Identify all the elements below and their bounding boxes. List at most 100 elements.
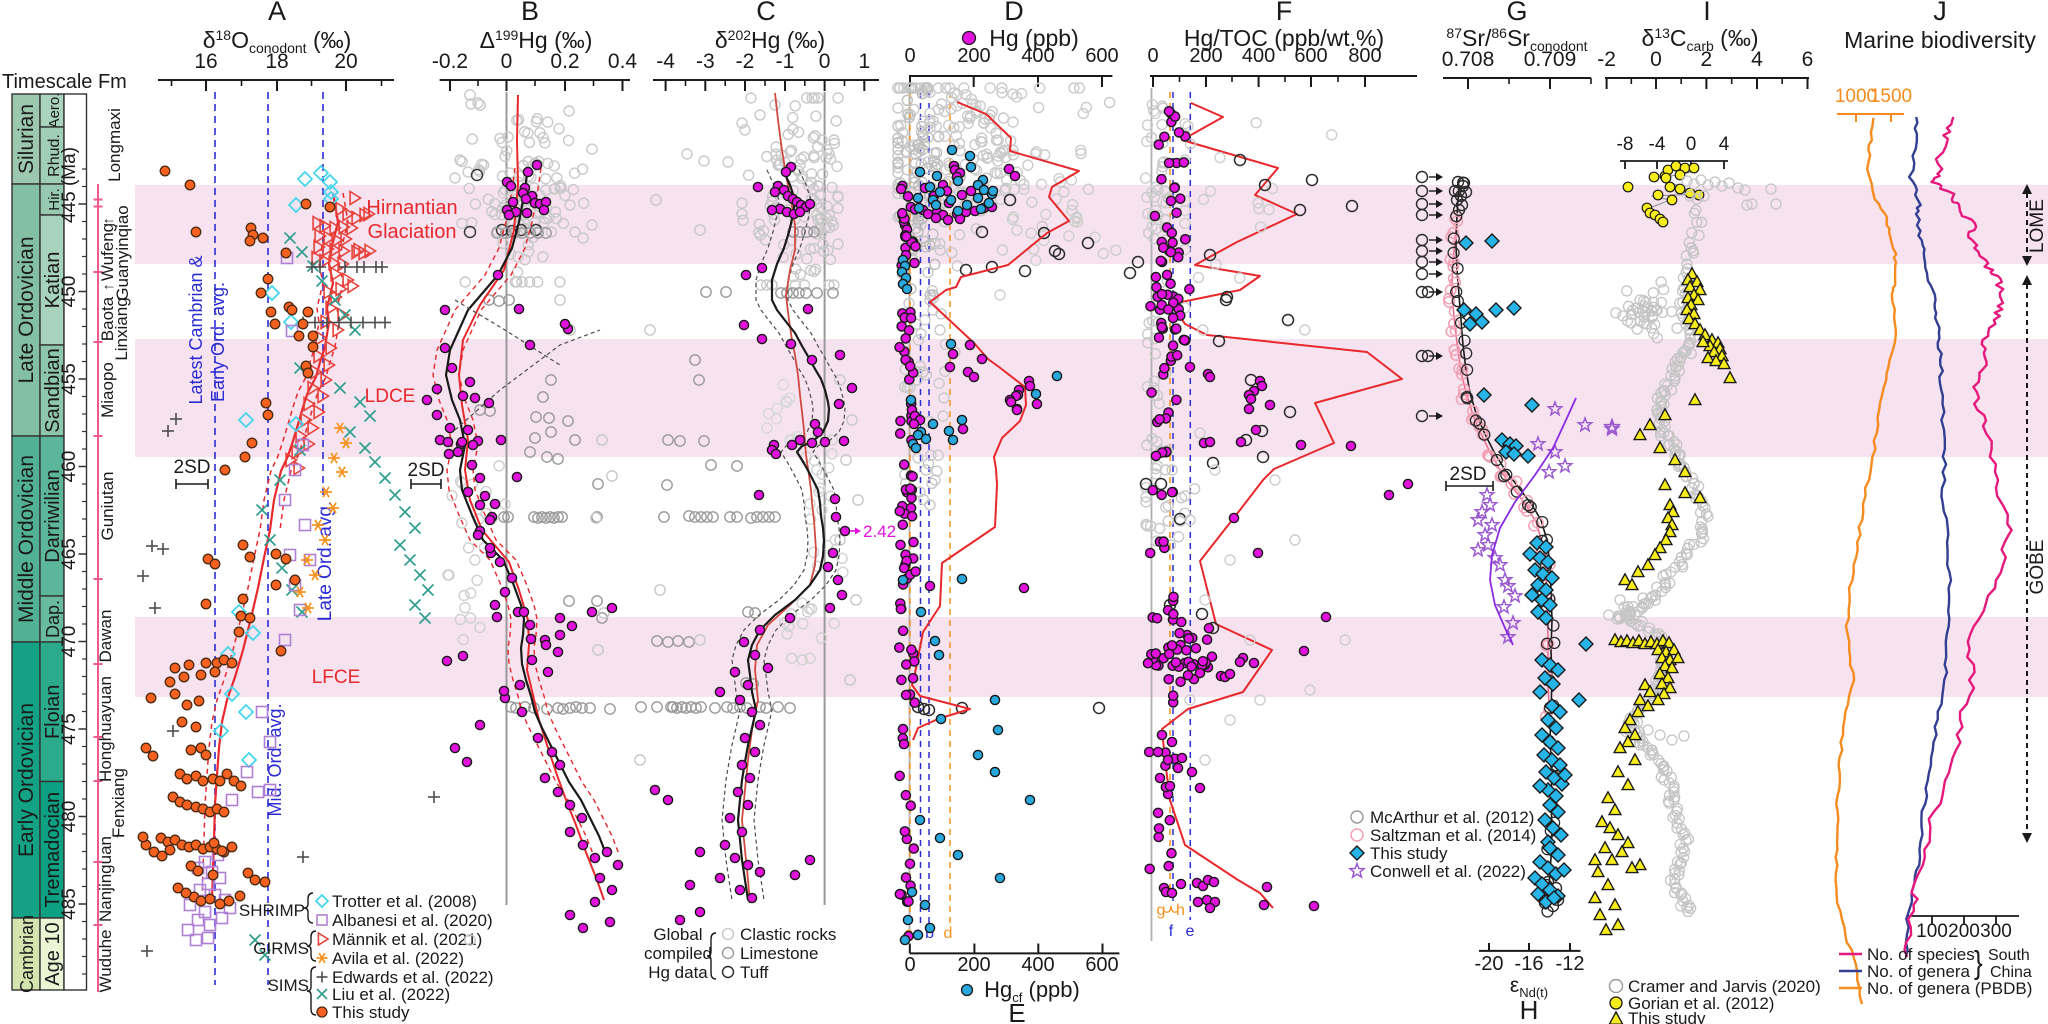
svg-text:J: J <box>1933 0 1947 26</box>
svg-text:1000: 1000 <box>1835 86 1877 107</box>
svg-text:Timescale Fm: Timescale Fm <box>2 71 127 93</box>
svg-text:SIMS: SIMS <box>267 976 309 995</box>
svg-text:-12: -12 <box>1556 953 1585 975</box>
svg-text:200: 200 <box>957 954 990 976</box>
svg-text:No. of species: No. of species <box>1867 945 1975 964</box>
svg-text:0: 0 <box>1147 45 1158 67</box>
svg-text:Männik et al. (2021): Männik et al. (2021) <box>332 930 482 949</box>
svg-text:↑: ↑ <box>100 217 117 225</box>
svg-text:h: h <box>1176 902 1185 919</box>
svg-text:Hg (ppb): Hg (ppb) <box>989 25 1078 51</box>
svg-text:455: 455 <box>59 363 80 395</box>
svg-text:Fenxiang: Fenxiang <box>109 768 128 838</box>
svg-text:Liu et al. (2022): Liu et al. (2022) <box>332 985 450 1004</box>
svg-text:e: e <box>1186 923 1195 940</box>
svg-text:-2: -2 <box>736 50 755 73</box>
svg-text:No. of genera (PBDB): No. of genera (PBDB) <box>1867 979 2032 998</box>
svg-text:20: 20 <box>334 50 357 73</box>
svg-text:465: 465 <box>59 538 80 570</box>
svg-text:b: b <box>925 925 934 942</box>
svg-text:Δ199Hg (‰): Δ199Hg (‰) <box>480 27 593 53</box>
svg-text:0: 0 <box>501 50 513 73</box>
svg-text:This study: This study <box>1628 1009 1706 1024</box>
svg-text:Tremadocian: Tremadocian <box>42 792 64 908</box>
svg-text:No. of genera: No. of genera <box>1867 962 1971 981</box>
svg-text:480: 480 <box>59 801 80 833</box>
svg-text:Floian: Floian <box>42 685 64 739</box>
svg-text:0.4: 0.4 <box>608 50 638 73</box>
svg-text:Nanjinguan: Nanjinguan <box>96 836 115 922</box>
svg-text:SHRIMP: SHRIMP <box>239 901 305 920</box>
svg-text:0: 0 <box>904 45 915 67</box>
svg-text:4: 4 <box>1719 134 1730 155</box>
svg-text:f: f <box>1169 923 1174 940</box>
svg-text:Age 10: Age 10 <box>42 922 64 985</box>
svg-text:I: I <box>1703 0 1711 26</box>
svg-text:Wuduhe: Wuduhe <box>96 929 115 992</box>
svg-text:470: 470 <box>59 626 80 658</box>
svg-text:0.709: 0.709 <box>1524 48 1577 71</box>
svg-text:Conwell et al. (2022): Conwell et al. (2022) <box>1370 862 1526 881</box>
svg-text:Silurian: Silurian <box>15 104 38 174</box>
svg-text:Tuff: Tuff <box>740 963 769 982</box>
svg-text:Early Ordovician: Early Ordovician <box>15 703 38 857</box>
svg-text:g: g <box>1157 902 1166 919</box>
svg-text:Cramer and Jarvis (2020): Cramer and Jarvis (2020) <box>1628 977 1821 996</box>
svg-text:Marine biodiversity: Marine biodiversity <box>1844 27 2036 53</box>
svg-text:D: D <box>1004 0 1024 26</box>
svg-text:Hir.: Hir. <box>46 188 63 211</box>
svg-text:-8: -8 <box>1617 134 1634 155</box>
svg-text:445 (Ma): 445 (Ma) <box>59 147 80 223</box>
svg-text:Hgcf (ppb): Hgcf (ppb) <box>984 977 1080 1005</box>
svg-text:0: 0 <box>819 50 831 73</box>
svg-text:475: 475 <box>59 713 80 745</box>
svg-text:Wufeng: Wufeng <box>98 223 117 281</box>
svg-text:Albanesi et al. (2020): Albanesi et al. (2020) <box>332 911 493 930</box>
svg-text:compiled: compiled <box>644 944 712 963</box>
svg-text:Gorian et al. (2012): Gorian et al. (2012) <box>1628 994 1774 1013</box>
svg-text:400: 400 <box>1021 954 1054 976</box>
svg-text:-20: -20 <box>1475 953 1504 975</box>
svg-text:Rhud.: Rhud. <box>46 134 63 177</box>
svg-text:200: 200 <box>957 45 990 67</box>
svg-text:This study: This study <box>332 1003 410 1022</box>
svg-text:LOME: LOME <box>2027 199 2048 253</box>
svg-text:6: 6 <box>1802 48 1814 71</box>
svg-text:Clastic rocks: Clastic rocks <box>740 925 836 944</box>
svg-text:2SD: 2SD <box>408 460 445 481</box>
svg-text:0: 0 <box>1686 134 1697 155</box>
svg-text:Hg/TOC (ppb/wt.%): Hg/TOC (ppb/wt.%) <box>1184 25 1384 51</box>
svg-text:}: } <box>1974 945 1983 981</box>
svg-text:-4: -4 <box>1649 134 1666 155</box>
svg-text:-2: -2 <box>1597 48 1616 71</box>
svg-text:1: 1 <box>858 50 870 73</box>
svg-text:LFCE: LFCE <box>312 667 361 688</box>
svg-text:China: China <box>1990 964 2032 981</box>
svg-text:2.42: 2.42 <box>863 522 896 541</box>
svg-text:Glaciation: Glaciation <box>368 221 457 243</box>
svg-text:Mid. Ord. avg.: Mid. Ord. avg. <box>265 703 285 816</box>
svg-text:δ202Hg (‰): δ202Hg (‰) <box>715 27 825 53</box>
svg-text:This study: This study <box>1370 844 1448 863</box>
svg-text:600: 600 <box>1085 954 1118 976</box>
svg-text:-1: -1 <box>776 50 795 73</box>
svg-text:Limestone: Limestone <box>740 944 818 963</box>
svg-text:GIRMS: GIRMS <box>253 939 309 958</box>
svg-text:2SD: 2SD <box>1450 464 1487 485</box>
svg-text:87Sr/86Srconodont: 87Sr/86Srconodont <box>1446 25 1587 54</box>
svg-text:2: 2 <box>1701 48 1713 71</box>
svg-text:Trotter et al. (2008): Trotter et al. (2008) <box>332 892 477 911</box>
svg-text:Dap.: Dap. <box>43 600 63 638</box>
svg-text:Early Ord. avg.: Early Ord. avg. <box>208 282 228 402</box>
svg-text:100: 100 <box>1916 921 1948 942</box>
svg-text:Late Ord. avg.: Late Ord. avg. <box>315 501 336 621</box>
svg-text:600: 600 <box>1294 45 1327 67</box>
svg-text:Avila et al. (2022): Avila et al. (2022) <box>332 949 464 968</box>
svg-text:600: 600 <box>1085 45 1118 67</box>
svg-text:400: 400 <box>1242 45 1275 67</box>
svg-text:↑: ↑ <box>100 283 117 291</box>
svg-text:A: A <box>268 0 286 26</box>
svg-text:Aero.: Aero. <box>46 93 63 129</box>
svg-text:450: 450 <box>59 276 80 308</box>
svg-text:Baota: Baota <box>98 296 117 341</box>
